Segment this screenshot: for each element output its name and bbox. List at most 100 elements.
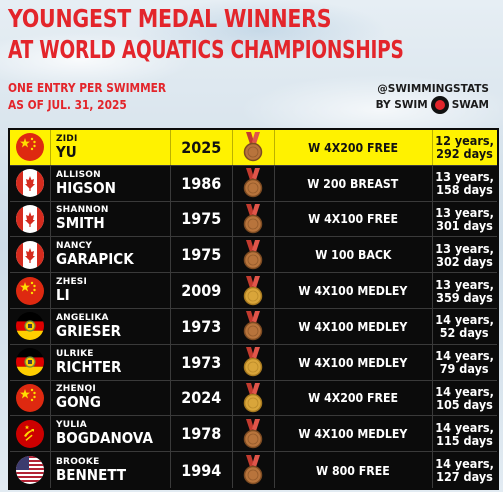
credit-by: BY SWIM — [375, 99, 428, 111]
age-cell: 14 years, 105 days — [432, 381, 497, 416]
year: 2009 — [180, 281, 222, 301]
east-germany-flag-icon — [16, 312, 44, 341]
medal-cell — [232, 130, 274, 165]
swimmer-last-name: GONG — [56, 393, 101, 412]
swimmer-last-name: BOGDANOVA — [56, 429, 153, 448]
event: W 100 BACK — [314, 247, 392, 263]
flag-cell — [10, 166, 50, 201]
event: W 4X200 FREE — [308, 139, 398, 155]
credit-handle: @SWIMMINGSTATS — [377, 83, 489, 95]
year: 1994 — [180, 460, 222, 480]
table-row: BROOKE BENNETT 1994 W 800 FREE 14 years,… — [10, 452, 497, 488]
swimmer-first-name: ZIDI — [56, 133, 78, 144]
swimswam-logo-icon — [430, 96, 449, 114]
swimmer-name-cell: BROOKE BENNETT — [50, 452, 170, 488]
table-row: ZHENQI GONG 2024 W 4X200 FREE 14 years, … — [10, 380, 497, 417]
swimmer-name-cell: YULIA BOGDANOVA — [50, 416, 170, 451]
header: YOUNGEST MEDAL WINNERS AT WORLD AQUATICS… — [0, 0, 503, 128]
bronze-medal-icon — [242, 168, 264, 198]
swimmer-name-cell: ULRIKE RICHTER — [50, 345, 170, 380]
title-line-2: AT WORLD AQUATICS CHAMPIONSHIPS — [8, 35, 404, 64]
medal-cell — [232, 345, 274, 380]
table-row: ANGELIKA GRIESER 1973 W 4X100 MEDLEY 14 … — [10, 308, 497, 345]
swimmer-first-name: YULIA — [56, 420, 87, 431]
age-days: 52 days — [440, 325, 489, 341]
year: 1986 — [180, 173, 222, 193]
flag-cell — [10, 381, 50, 416]
year: 2025 — [180, 137, 222, 157]
event-cell: W 100 BACK — [274, 237, 432, 272]
bronze-medal-icon — [242, 203, 264, 234]
canada-flag-icon — [16, 169, 44, 198]
year-cell: 1975 — [170, 237, 232, 272]
event: W 4X200 FREE — [308, 390, 398, 406]
swimmer-first-name: SHANNON — [56, 205, 109, 216]
bronze-medal-icon — [242, 455, 264, 485]
flag-cell — [10, 237, 50, 272]
table-row: NANCY GARAPICK 1975 W 100 BACK 13 years,… — [10, 237, 497, 274]
swimmer-last-name: LI — [56, 286, 70, 305]
credit: @SWIMMINGSTATS BY SWIM SWAM — [376, 82, 489, 114]
subtitle-line-1: ONE ENTRY PER SWIMMER — [8, 80, 167, 95]
swimmer-last-name: RICHTER — [56, 357, 122, 376]
age-days: 158 days — [436, 182, 493, 198]
flag-cell — [10, 130, 50, 165]
year: 1973 — [180, 352, 222, 372]
swimmer-last-name: HIGSON — [56, 178, 116, 197]
table-row: ZHESI LI 2009 W 4X100 MEDLEY 13 years, 3… — [10, 273, 497, 309]
age-years: 12 years, — [435, 133, 494, 149]
age-cell: 13 years, 158 days — [432, 166, 497, 201]
age-years: 14 years, — [435, 312, 494, 328]
event: W 4X100 FREE — [308, 211, 398, 227]
title-line-1: YOUNGEST MEDAL WINNERS — [8, 4, 332, 33]
flag-cell — [10, 345, 50, 380]
age-days: 359 days — [436, 289, 493, 305]
year-cell: 2024 — [170, 381, 232, 416]
age-cell: 13 years, 301 days — [432, 202, 497, 237]
table-row: ZIDI YU 2025 W 4X200 FREE 12 years, 292 … — [10, 130, 497, 166]
swimmer-first-name: NANCY — [56, 241, 93, 252]
event-cell: W 800 FREE — [274, 452, 432, 488]
swimmer-name-cell: ZHESI LI — [50, 273, 170, 308]
age-days: 79 days — [440, 361, 489, 377]
age-cell: 12 years, 292 days — [432, 130, 497, 165]
swimmer-last-name: YU — [56, 142, 77, 161]
flag-cell — [10, 452, 50, 488]
event: W 4X100 MEDLEY — [298, 354, 408, 370]
swimmer-name-cell: ALLISON HIGSON — [50, 166, 170, 201]
year: 2024 — [180, 388, 222, 408]
year-cell: 2025 — [170, 130, 232, 165]
bronze-medal-icon — [242, 311, 264, 341]
year: 1975 — [180, 209, 222, 229]
medal-table: ZIDI YU 2025 W 4X200 FREE 12 years, 292 … — [8, 128, 499, 490]
age-years: 13 years, — [435, 204, 494, 220]
swimmer-last-name: GARAPICK — [56, 250, 134, 269]
swimmer-name-cell: ZHENQI GONG — [50, 381, 170, 416]
swimmer-last-name: GRIESER — [56, 321, 122, 340]
east-germany-flag-icon — [16, 348, 44, 377]
event: W 4X100 MEDLEY — [298, 318, 408, 334]
year: 1973 — [180, 316, 222, 336]
age-cell: 14 years, 115 days — [432, 416, 497, 451]
event-cell: W 4X100 MEDLEY — [274, 345, 432, 380]
event: W 200 BREAST — [307, 175, 399, 191]
table-row: ALLISON HIGSON 1986 W 200 BREAST 13 year… — [10, 165, 497, 202]
bronze-medal-icon — [242, 239, 264, 270]
subtitle-line-2: AS OF JUL. 31, 2025 — [8, 97, 127, 112]
age-years: 14 years, — [435, 383, 494, 399]
medal-cell — [232, 452, 274, 488]
age-cell: 13 years, 359 days — [432, 273, 497, 308]
event-cell: W 4X100 MEDLEY — [274, 416, 432, 451]
swimmer-first-name: BROOKE — [56, 456, 100, 467]
age-years: 13 years, — [435, 276, 494, 292]
swimmer-first-name: ZHESI — [56, 277, 88, 288]
flag-cell — [10, 309, 50, 344]
event-cell: W 200 BREAST — [274, 166, 432, 201]
age-cell: 14 years, 127 days — [432, 452, 497, 488]
year-cell: 1986 — [170, 166, 232, 201]
age-days: 127 days — [436, 469, 493, 485]
age-years: 13 years, — [435, 240, 494, 256]
year-cell: 1994 — [170, 452, 232, 488]
year-cell: 1973 — [170, 345, 232, 380]
china-flag-icon — [16, 276, 44, 305]
